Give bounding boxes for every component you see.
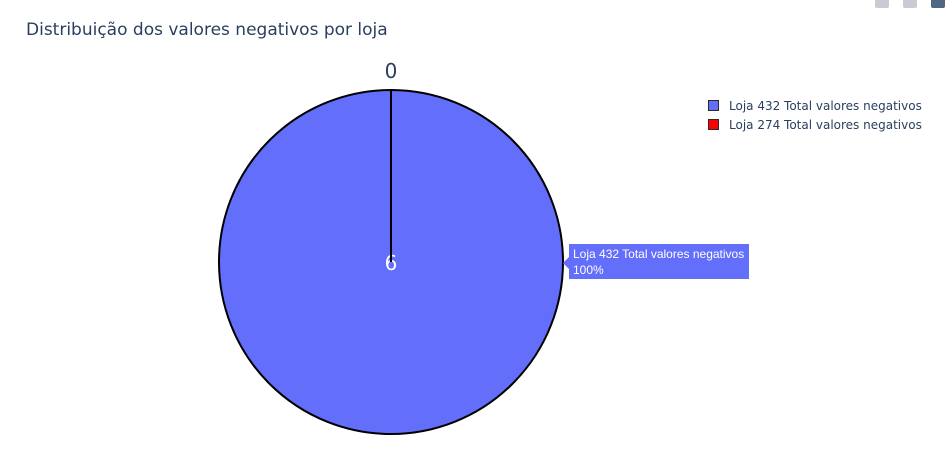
tooltip-label: Loja 432 Total valores negativos [573, 247, 745, 261]
tooltip-arrow [563, 257, 569, 269]
legend-label-1: Loja 274 Total valores negativos [729, 117, 922, 132]
chart-title: Distribuição dos valores negativos por l… [26, 20, 388, 40]
legend-swatch-0 [708, 100, 719, 111]
legend-item-1[interactable]: Loja 274 Total valores negativos [708, 115, 922, 134]
hover-tooltip: Loja 432 Total valores negativos 100% [569, 244, 750, 279]
legend-label-0: Loja 432 Total valores negativos [729, 98, 922, 113]
slice-label-1: 0 [385, 59, 398, 83]
legend-item-0[interactable]: Loja 432 Total valores negativos [708, 96, 922, 115]
tooltip-percent: 100% [573, 263, 604, 277]
zoom-icon[interactable] [903, 0, 917, 8]
legend: Loja 432 Total valores negativos Loja 27… [708, 96, 922, 134]
legend-swatch-1 [708, 119, 719, 130]
slice-label-0: 6 [385, 251, 398, 275]
plotly-logo-icon[interactable] [931, 0, 945, 8]
camera-icon[interactable] [875, 0, 889, 8]
modebar [875, 0, 945, 8]
